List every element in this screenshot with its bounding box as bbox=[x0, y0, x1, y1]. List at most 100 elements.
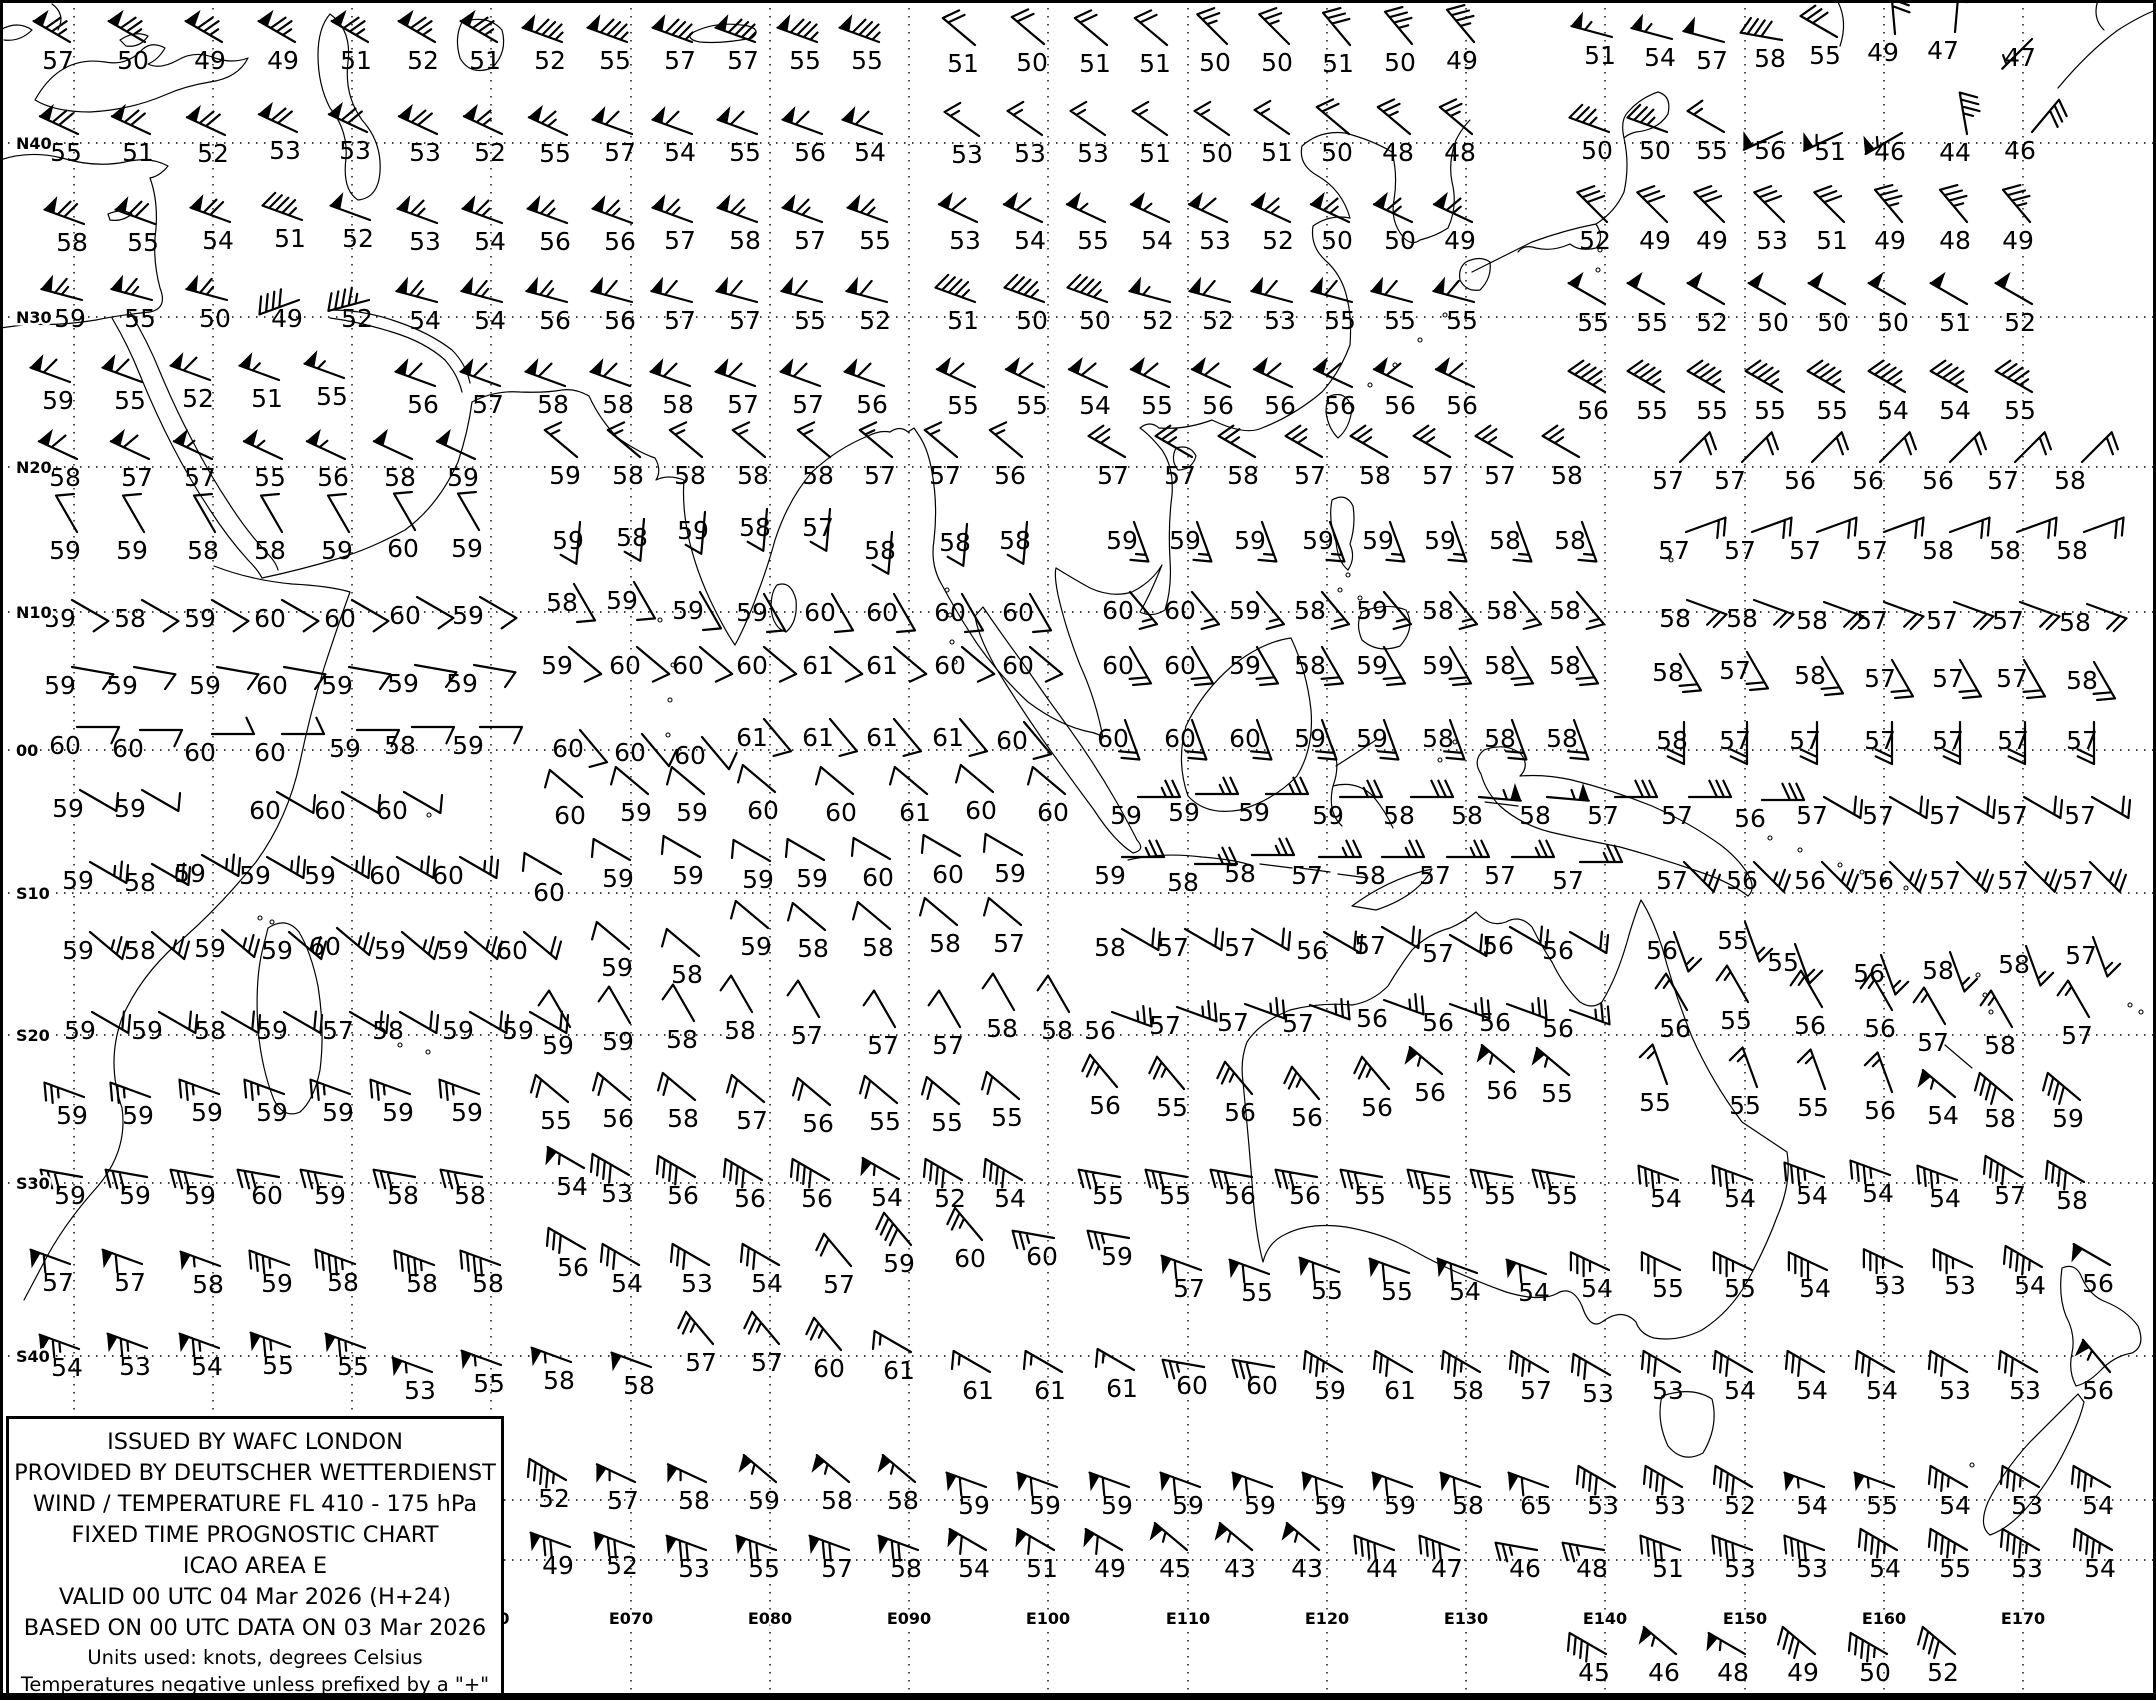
station-temperature: 59 bbox=[174, 859, 206, 888]
station-temperature: 59 bbox=[451, 534, 483, 563]
station-temperature: 59 bbox=[116, 536, 148, 565]
coastline-azov bbox=[119, 33, 149, 47]
coastline-black-sea bbox=[34, 44, 249, 113]
station-temperature: 60 bbox=[552, 734, 584, 763]
station-temperature: 59 bbox=[442, 1016, 474, 1045]
station-temperature: 55 bbox=[473, 1369, 505, 1398]
station-temperature: 50 bbox=[1321, 226, 1353, 255]
station-temperature: 54 bbox=[1581, 1274, 1613, 1303]
island-dot bbox=[1345, 572, 1351, 578]
station-temperature: 56 bbox=[2082, 1376, 2114, 1405]
station-temperature: 58 bbox=[929, 929, 961, 958]
station-temperature: 58 bbox=[602, 390, 634, 419]
station-temperature: 54 bbox=[1724, 1184, 1756, 1213]
station-temperature: 58 bbox=[124, 868, 156, 897]
station-temperature: 59 bbox=[2052, 1104, 2084, 1133]
station-temperature: 55 bbox=[1754, 396, 1786, 425]
station-temperature: 55 bbox=[1159, 1181, 1191, 1210]
station-temperature: 60 bbox=[813, 1354, 845, 1383]
station-temperature: 59 bbox=[114, 794, 146, 823]
station-temperature: 61 bbox=[866, 651, 898, 680]
station-temperature: 58 bbox=[1452, 1491, 1484, 1520]
station-temperature: 59 bbox=[994, 859, 1026, 888]
station-temperature: 55 bbox=[1866, 1491, 1898, 1520]
station-temperature: 54 bbox=[474, 306, 506, 335]
station-temperature: 56 bbox=[1479, 1008, 1511, 1037]
station-temperature: 58 bbox=[187, 536, 219, 565]
station-temperature: 57 bbox=[664, 306, 696, 335]
station-temperature: 55 bbox=[1636, 308, 1668, 337]
station-temperature: 50 bbox=[1859, 1658, 1891, 1687]
small-islands bbox=[257, 247, 2144, 1468]
island-dot bbox=[1357, 595, 1363, 601]
station-temperature: 58 bbox=[667, 1104, 699, 1133]
station-temperature: 55 bbox=[1816, 396, 1848, 425]
coastline-sri-lanka bbox=[770, 583, 797, 633]
station-temperature: 56 bbox=[1542, 1014, 1574, 1043]
longitude-label-e120: E120 bbox=[1305, 1609, 1349, 1628]
station-temperature: 58 bbox=[802, 461, 834, 490]
station-temperature: 44 bbox=[1366, 1554, 1398, 1583]
station-temperature: 59 bbox=[549, 461, 581, 490]
station-temperature: 58 bbox=[1489, 526, 1521, 555]
station-temperature: 56 bbox=[1864, 1014, 1896, 1043]
island-dot bbox=[2127, 1002, 2133, 1008]
longitude-label-e110: E110 bbox=[1166, 1609, 1210, 1628]
station-temperature: 60 bbox=[1002, 651, 1034, 680]
island-dot bbox=[1903, 885, 1909, 891]
station-temperature: 60 bbox=[674, 741, 706, 770]
station-temperature: 50 bbox=[1757, 308, 1789, 337]
station-temperature: 56 bbox=[1853, 959, 1885, 988]
station-temperature: 60 bbox=[432, 861, 464, 890]
station-temperature: 57 bbox=[1929, 801, 1961, 830]
station-temperature: 54 bbox=[202, 226, 234, 255]
coastline-sakhalin bbox=[1837, 1, 1845, 47]
station-temperature: 49 bbox=[1874, 226, 1906, 255]
station-temperature: 52 bbox=[341, 304, 373, 333]
station-temperature: 54 bbox=[1449, 1277, 1481, 1306]
station-temperature: 53 bbox=[409, 227, 441, 256]
station-temperature: 51 bbox=[274, 224, 306, 253]
station-temperature: 59 bbox=[1234, 526, 1266, 555]
station-temperature: 58 bbox=[666, 1025, 698, 1054]
base-time-line: BASED ON 00 UTC DATA ON 03 Mar 2026 bbox=[23, 1615, 487, 1641]
island-dot bbox=[2138, 1009, 2144, 1015]
station-temperature: 60 bbox=[249, 796, 281, 825]
station-temperature: 58 bbox=[114, 604, 146, 633]
station-temperature: 56 bbox=[1422, 1008, 1454, 1037]
station-temperature: 60 bbox=[954, 1244, 986, 1273]
station-temperature: 53 bbox=[119, 1352, 151, 1381]
coastline-mindanao bbox=[1357, 605, 1411, 650]
provider-line: PROVIDED BY DEUTSCHER WETTERDIENST bbox=[14, 1460, 496, 1486]
station-temperature: 53 bbox=[949, 226, 981, 255]
station-temperature: 59 bbox=[1356, 651, 1388, 680]
station-temperature: 57 bbox=[794, 226, 826, 255]
station-temperature: 55 bbox=[1724, 1274, 1756, 1303]
station-temperature: 55 bbox=[1720, 1006, 1752, 1035]
station-temperature: 60 bbox=[965, 796, 997, 825]
station-temperature: 49 bbox=[1639, 226, 1671, 255]
station-temperature: 59 bbox=[676, 798, 708, 827]
island-dot bbox=[667, 697, 673, 703]
station-temperature: 57 bbox=[932, 1031, 964, 1060]
station-temperature: 56 bbox=[407, 390, 439, 419]
station-temperature: 56 bbox=[1922, 466, 1954, 495]
station-temperature: 57 bbox=[2065, 941, 2097, 970]
station-temperature: 57 bbox=[1294, 461, 1326, 490]
station-temperature: 55 bbox=[50, 138, 82, 167]
station-temperature: 56 bbox=[2082, 1269, 2114, 1298]
station-temperature: 59 bbox=[1110, 801, 1142, 830]
station-temperature: 59 bbox=[606, 586, 638, 615]
station-temperature: 60 bbox=[369, 861, 401, 890]
station-temperature: 57 bbox=[1992, 606, 2024, 635]
latitude-label-n10: N10 bbox=[16, 603, 52, 622]
station-temperature: 56 bbox=[667, 1181, 699, 1210]
station-temperature: 57 bbox=[2064, 801, 2096, 830]
station-temperature: 52 bbox=[934, 1184, 966, 1213]
island-dot bbox=[257, 915, 263, 921]
station-temperature: 57 bbox=[1996, 664, 2028, 693]
station-temperature: 56 bbox=[1361, 1093, 1393, 1122]
coastline-india bbox=[588, 395, 891, 646]
station-temperature: 56 bbox=[1224, 1098, 1256, 1127]
station-temperature: 49 bbox=[1696, 226, 1728, 255]
